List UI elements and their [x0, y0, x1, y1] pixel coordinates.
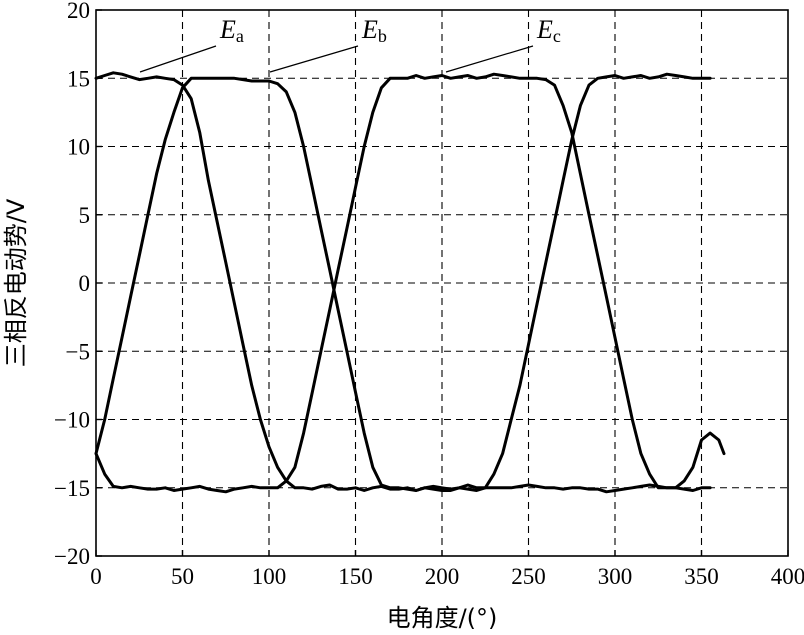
tick-labels: 0 50 100 150 200 250 300 350 400 −20 −15 −10 −5 0 5 10 1…	[54, 0, 804, 589]
series-label-eb: Eb	[361, 15, 387, 46]
x-tick-label-350: 350	[684, 564, 719, 589]
y-tick-label-0: 0	[79, 271, 91, 296]
y-tick-label-20: 20	[67, 0, 90, 23]
x-axis-title: 电角度/(°)	[387, 604, 498, 632]
x-tick-label-0: 0	[90, 564, 102, 589]
leader-line-ec	[445, 45, 534, 73]
x-tick-label-150: 150	[338, 564, 373, 589]
series-label-ec: Ec	[536, 15, 561, 46]
leader-line-ea	[139, 45, 217, 73]
series-labels: Ea Eb Ec	[139, 15, 561, 73]
y-tick-label-5: 5	[79, 203, 91, 228]
x-tick-label-250: 250	[511, 564, 546, 589]
x-tick-label-50: 50	[171, 564, 194, 589]
y-tick-label--20: −20	[54, 544, 90, 569]
y-tick-label-10: 10	[67, 135, 90, 160]
series-label-ea: Ea	[219, 15, 244, 46]
x-tick-label-100: 100	[252, 564, 287, 589]
y-tick-label--5: −5	[66, 339, 90, 364]
series-lines	[94, 71, 726, 494]
y-tick-label--15: −15	[54, 476, 90, 501]
series-line-ec	[94, 76, 726, 494]
x-tick-label-200: 200	[425, 564, 460, 589]
series-line-ea	[94, 71, 712, 492]
grid	[96, 10, 788, 556]
y-tick-label-15: 15	[67, 66, 90, 91]
series-line-eb	[94, 72, 712, 494]
y-tick-label--10: −10	[54, 408, 90, 433]
leader-line-eb	[269, 45, 359, 73]
x-tick-label-300: 300	[598, 564, 633, 589]
y-axis-title: 三相反电动势/V	[2, 198, 30, 367]
x-tick-label-400: 400	[771, 564, 804, 589]
